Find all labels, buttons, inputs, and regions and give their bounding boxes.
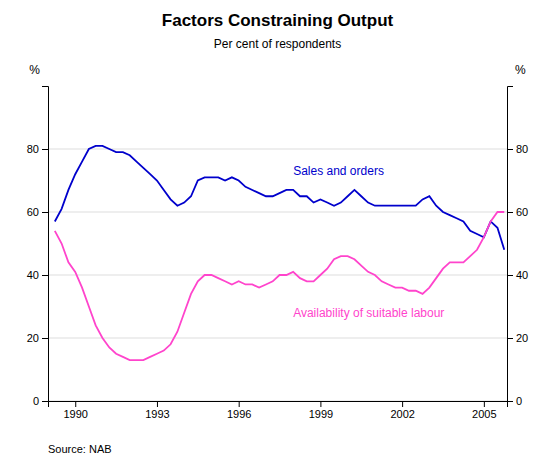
y-axis-tick-label: 0 — [33, 395, 39, 407]
x-axis-tick: 2002 — [390, 401, 414, 420]
y-axis-tick: 0 — [33, 395, 48, 407]
subtitle: Per cent of respondents — [214, 37, 341, 51]
y-axis-tick-mark — [42, 275, 48, 276]
grid-line — [48, 212, 507, 213]
x-axis-tick-label: 1996 — [227, 408, 251, 420]
y2-axis-tick: 40 — [507, 269, 528, 281]
y2-axis-tick: 60 — [507, 206, 528, 218]
x-axis-tick: 1999 — [309, 401, 333, 420]
x-axis-tick: 2005 — [472, 401, 496, 420]
y2-axis-label: % — [515, 63, 526, 77]
y2-axis-tick: 20 — [507, 332, 528, 344]
title: Factors Constraining Output — [162, 11, 394, 30]
x-axis-tick-mark — [157, 401, 158, 407]
y2-axis-tick-label: 20 — [516, 332, 528, 344]
annotation: Availability of suitable labour — [293, 306, 444, 320]
annotation: Sales and orders — [293, 164, 384, 178]
y2-axis-tick-mark — [507, 275, 513, 276]
y-axis-tick-label: 80 — [27, 143, 39, 155]
y-axis-tick: 80 — [27, 143, 48, 155]
x-axis-tick-mark — [239, 401, 240, 407]
y-axis-tick-mark — [42, 338, 48, 339]
line — [55, 146, 504, 250]
y-axis-tick-mark — [42, 401, 48, 402]
grid-line — [48, 338, 507, 339]
y2-axis-tick-mark — [507, 338, 513, 339]
line — [55, 212, 504, 360]
y-axis: 0 20 40 60 80 — [27, 87, 49, 408]
x-axis-tick-label: 2005 — [472, 408, 496, 420]
x-axis-tick-mark — [484, 401, 485, 407]
annotations: Sales and orders Availability of suitable… — [293, 164, 444, 320]
y2-axis-tick: 80 — [507, 143, 528, 155]
y2-axis-tick-label: 80 — [516, 143, 528, 155]
y-axis-tick-label: 20 — [27, 332, 39, 344]
y-axis-tick: 60 — [27, 206, 48, 218]
y-axis-tick-mark — [42, 212, 48, 213]
y2-axis-tick-label: 40 — [516, 269, 528, 281]
y2-axis-tick-mark — [507, 212, 513, 213]
y-axis-tick-label: 40 — [27, 269, 39, 281]
y-axis-tick: 20 — [27, 332, 48, 344]
x-axis-tick-label: 1993 — [145, 408, 169, 420]
plot: 1990 1993 1996 1999 2002 2005 0 20 40 60 80 0 20 40 60… — [27, 63, 529, 420]
x-axis: 1990 1993 1996 1999 2002 2005 — [49, 401, 508, 420]
x-axis-tick: 1990 — [63, 401, 87, 420]
y-axis-line — [42, 87, 49, 402]
series-group — [55, 146, 504, 360]
y2-axis-tick-mark — [507, 401, 513, 402]
x-axis-tick-mark — [402, 401, 403, 407]
grid — [48, 149, 507, 401]
x-axis-tick-mark — [75, 401, 76, 407]
x-axis-tick-mark — [320, 401, 321, 407]
source: Source: NAB — [48, 443, 112, 455]
x-axis-tick-label: 1999 — [309, 408, 333, 420]
x-axis-line — [49, 402, 508, 408]
y-axis-tick: 40 — [27, 269, 48, 281]
y-axis-tick-mark — [42, 149, 48, 150]
y-axis-tick-label: 60 — [27, 206, 39, 218]
grid-line — [48, 149, 507, 150]
y2-axis-tick-label: 0 — [516, 395, 522, 407]
x-axis-tick-label: 2002 — [390, 408, 414, 420]
y2-axis-tick: 0 — [507, 395, 522, 407]
x-axis-tick: 1993 — [145, 401, 169, 420]
y2-axis-line — [508, 87, 514, 402]
y2-axis-tick-label: 60 — [516, 206, 528, 218]
y2-axis: 0 20 40 60 80 — [507, 87, 528, 408]
x-axis-tick: 1996 — [227, 401, 251, 420]
chart: Factors Constraining Output Per cent of r… — [0, 0, 555, 463]
y-axis-label: % — [29, 63, 40, 77]
x-axis-tick-label: 1990 — [63, 408, 87, 420]
y2-axis-tick-mark — [507, 149, 513, 150]
